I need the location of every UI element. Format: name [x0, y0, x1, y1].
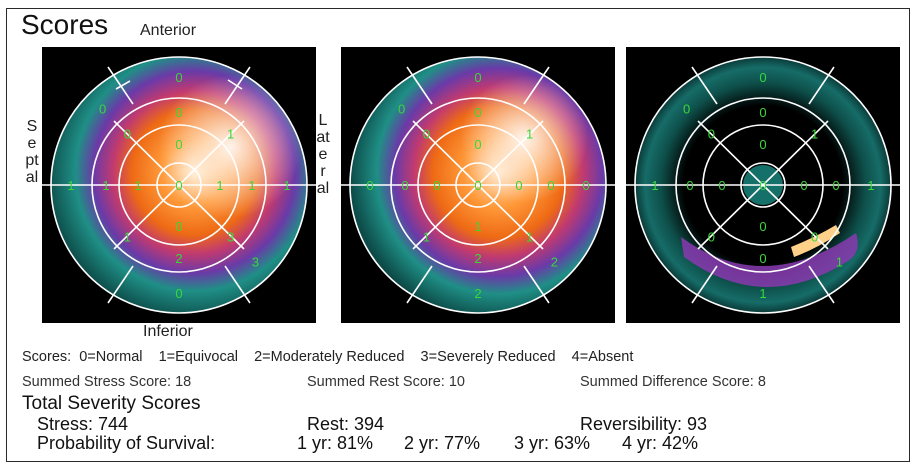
difference-score-outer-6: 1 [651, 178, 658, 193]
survival-4yr: 4 yr: 42% [622, 433, 699, 453]
difference-score-outer-3: 1 [836, 254, 843, 269]
reversibility-severity: Reversibility: 93 [580, 414, 708, 434]
stress-polar-map: 0 1 3 0 1 0 0 1 1 3 2 1 1 0 0 1 0 1 0 [42, 47, 316, 323]
rest-score-outer-6: 0 [366, 178, 373, 193]
survival-3yr: 3 yr: 63% [514, 433, 591, 453]
rest-score-mid-7: 0 [423, 126, 430, 141]
difference-score-inner-1: 0 [800, 178, 807, 193]
septal-label: Septal [25, 118, 39, 186]
difference-polar-map: 0 1 1 1 1 0 0 1 0 0 0 0 0 0 0 0 0 0 0 [626, 47, 900, 323]
difference-score-inner-0: 0 [759, 137, 766, 152]
difference-score-mid-6: 0 [686, 178, 693, 193]
stress-score-mid-5: 1 [124, 230, 131, 245]
difference-score-mid-1: 1 [811, 126, 818, 141]
difference-score-outer-2: 1 [867, 178, 874, 193]
rest-score-outer-2: 0 [582, 178, 589, 193]
summed-difference-score: Summed Difference Score: 8 [580, 374, 766, 390]
stress-score-inner-2: 0 [175, 219, 182, 234]
survival-label: Probability of Survival: [37, 433, 216, 453]
rest-score-outer-0: 0 [474, 70, 481, 85]
rest-severity: Rest: 394 [307, 414, 385, 434]
inferior-label: Inferior [143, 323, 193, 340]
difference-score-inner-3: 0 [718, 178, 725, 193]
rest-score-mid-2: 0 [547, 178, 554, 193]
difference-score-inner-2: 0 [759, 219, 766, 234]
rest-score-mid-4: 2 [474, 251, 481, 266]
difference-score-mid-4: 0 [759, 251, 766, 266]
rest-score-inner-3: 0 [433, 178, 440, 193]
rest-score-outer-4: 2 [474, 286, 481, 301]
score-legend: Scores: 0=Normal 1=Equivocal 2=Moderatel… [22, 349, 634, 365]
difference-score-mid-5: 0 [708, 230, 715, 245]
lateral-label: Lateral [316, 112, 330, 197]
stress-score-outer-0: 0 [175, 70, 182, 85]
page-title: Scores [21, 9, 109, 40]
rest-score-inner-1: 0 [515, 178, 522, 193]
stress-score-outer-4: 0 [175, 286, 182, 301]
stress-score-mid-3: 3 [227, 230, 234, 245]
rest-scores: 0 0 2 2 0 0 0 1 0 1 2 1 0 0 0 0 1 0 0 [366, 70, 589, 301]
stress-score-mid-4: 2 [175, 251, 182, 266]
rest-polar-map: 0 0 2 2 0 0 0 1 0 1 2 1 0 0 0 0 1 0 0 [341, 47, 615, 323]
difference-score-mid-7: 0 [708, 126, 715, 141]
difference-score-mid-2: 0 [832, 178, 839, 193]
rest-score-inner-0: 0 [474, 137, 481, 152]
rest-score-outer-3: 2 [551, 254, 558, 269]
rest-score-mid-1: 1 [526, 126, 533, 141]
difference-score-outer-0: 0 [759, 70, 766, 85]
summed-rest-score: Summed Rest Score: 10 [307, 374, 465, 390]
stress-score-outer-7: 0 [99, 102, 106, 117]
stress-score-mid-6: 1 [102, 178, 109, 193]
stress-score-outer-2: 1 [283, 178, 290, 193]
stress-score-mid-7: 0 [124, 126, 131, 141]
total-severity-title: Total Severity Scores [22, 393, 201, 414]
difference-score-apex-0: 0 [759, 178, 766, 193]
stress-score-inner-0: 0 [175, 137, 182, 152]
anterior-label: Anterior [140, 22, 197, 39]
stress-score-mid-2: 1 [248, 178, 255, 193]
stress-score-apex-0: 0 [175, 178, 182, 193]
stress-score-mid-1: 1 [227, 126, 234, 141]
difference-score-mid-3: 0 [811, 230, 818, 245]
stress-score-mid-0: 0 [175, 105, 182, 120]
rest-score-inner-2: 1 [474, 219, 481, 234]
difference-score-mid-0: 0 [759, 105, 766, 120]
difference-score-outer-7: 0 [683, 102, 690, 117]
survival-2yr: 2 yr: 77% [404, 433, 481, 453]
stress-score-outer-3: 3 [252, 254, 259, 269]
rest-score-apex-0: 0 [474, 178, 481, 193]
stress-score-inner-1: 1 [216, 178, 223, 193]
rest-score-mid-6: 0 [401, 178, 408, 193]
stress-scores: 0 1 3 0 1 0 0 1 1 3 2 1 1 0 0 1 0 1 0 [67, 70, 290, 301]
stress-score-inner-3: 1 [134, 178, 141, 193]
stress-score-outer-6: 1 [67, 178, 74, 193]
rest-score-mid-0: 0 [474, 105, 481, 120]
rest-score-outer-7: 0 [398, 102, 405, 117]
survival-1yr: 1 yr: 81% [297, 433, 374, 453]
difference-scores: 0 1 1 1 1 0 0 1 0 0 0 0 0 0 0 0 0 0 0 [651, 70, 874, 301]
rest-score-mid-5: 1 [423, 230, 430, 245]
summed-stress-score: Summed Stress Score: 18 [22, 374, 192, 390]
rest-score-mid-3: 1 [526, 230, 533, 245]
difference-score-outer-4: 1 [759, 286, 766, 301]
stress-severity: Stress: 744 [37, 414, 129, 434]
